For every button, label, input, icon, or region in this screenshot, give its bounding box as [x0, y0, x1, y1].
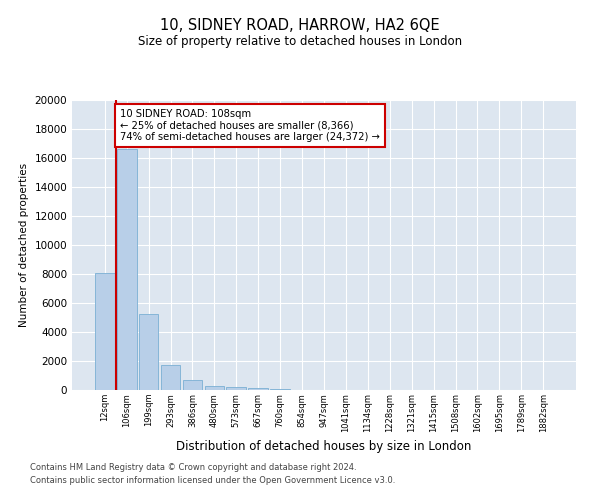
- Text: 10 SIDNEY ROAD: 108sqm
← 25% of detached houses are smaller (8,366)
74% of semi-: 10 SIDNEY ROAD: 108sqm ← 25% of detached…: [120, 108, 380, 142]
- Text: Contains public sector information licensed under the Open Government Licence v3: Contains public sector information licen…: [30, 476, 395, 485]
- Text: 10, SIDNEY ROAD, HARROW, HA2 6QE: 10, SIDNEY ROAD, HARROW, HA2 6QE: [160, 18, 440, 32]
- Bar: [182, 380, 202, 390]
- Bar: [226, 388, 246, 390]
- Bar: [248, 388, 268, 390]
- Text: Contains HM Land Registry data © Crown copyright and database right 2024.: Contains HM Land Registry data © Crown c…: [30, 464, 356, 472]
- Bar: [270, 389, 290, 390]
- Text: Size of property relative to detached houses in London: Size of property relative to detached ho…: [138, 35, 462, 48]
- X-axis label: Distribution of detached houses by size in London: Distribution of detached houses by size …: [176, 440, 472, 453]
- Bar: [205, 386, 224, 390]
- Bar: [161, 364, 181, 390]
- Y-axis label: Number of detached properties: Number of detached properties: [19, 163, 29, 327]
- Bar: [95, 272, 115, 390]
- Bar: [139, 314, 158, 390]
- Bar: [117, 150, 137, 390]
